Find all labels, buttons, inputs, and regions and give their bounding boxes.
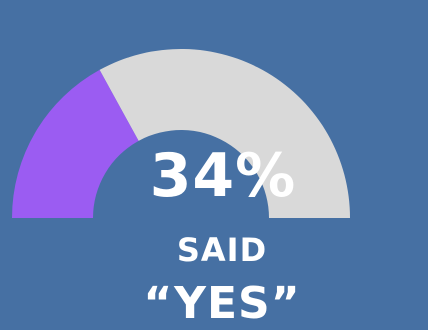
gauge-filled-arc bbox=[12, 69, 139, 219]
caption-yes: “YES” bbox=[143, 278, 301, 329]
gauge-remaining-arc bbox=[99, 48, 351, 218]
percent-value: 34% bbox=[149, 141, 297, 211]
caption-said: SAID bbox=[176, 231, 268, 269]
